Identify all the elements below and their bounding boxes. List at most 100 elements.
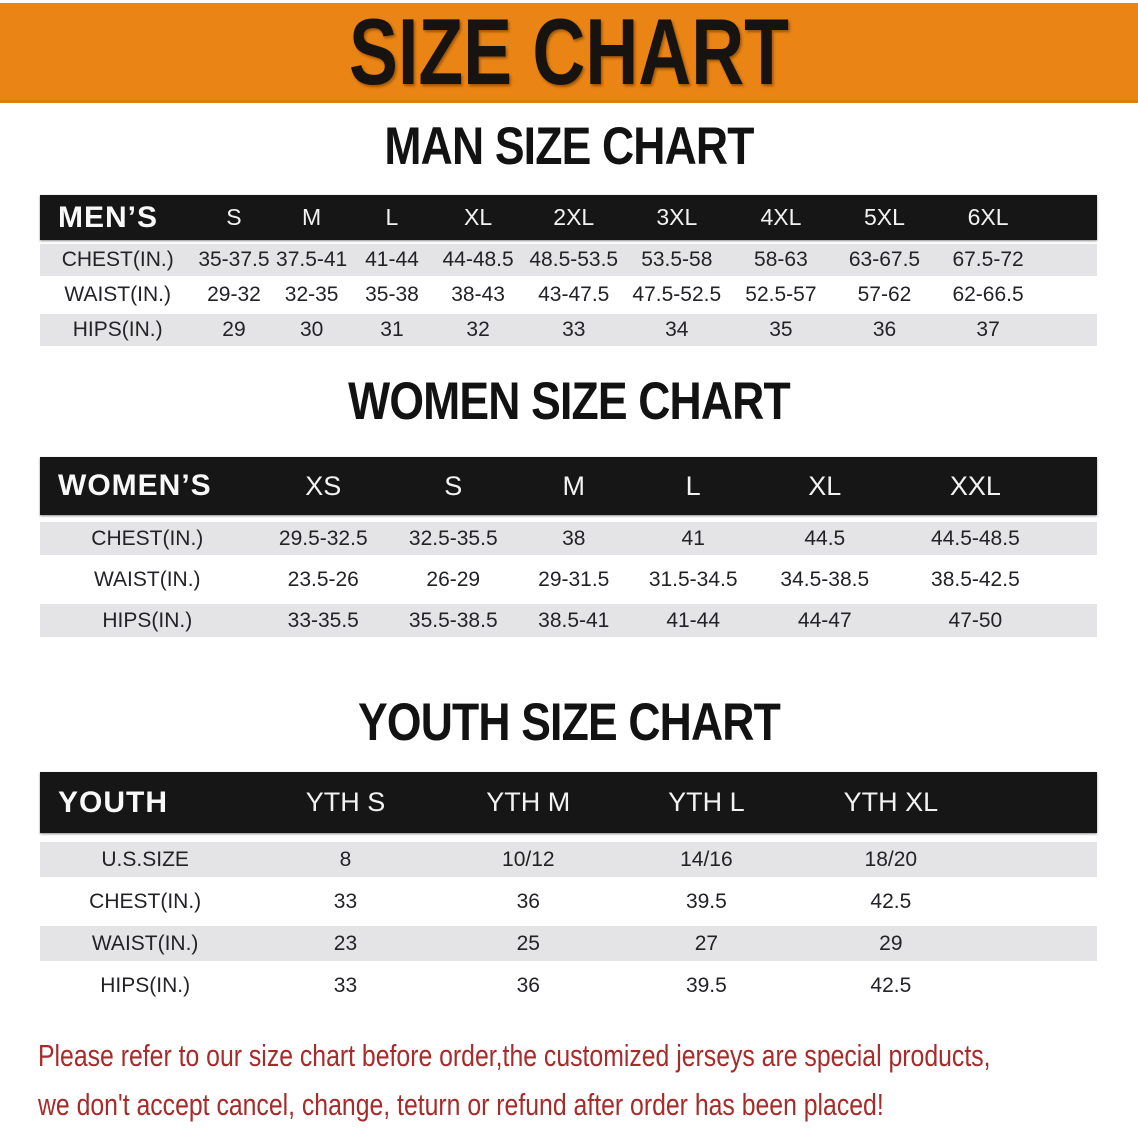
size-chart-banner: SIZE CHART (0, 3, 1138, 103)
value-cell: 33 (333, 973, 358, 997)
value-cell: 29-32 (207, 283, 261, 306)
value-cell: 36 (516, 973, 540, 997)
value-cell: 42.5 (870, 973, 912, 997)
value-cell: 32 (466, 318, 490, 341)
value-cell: 39.5 (685, 889, 727, 913)
value-cell: 33 (562, 318, 586, 341)
value-cell: 33-35.5 (287, 608, 359, 632)
men-column-header: 6XL (967, 204, 1009, 230)
value-cell: 67.5-72 (952, 248, 1024, 271)
women-column-header: M (562, 470, 586, 501)
value-cell: 44.5 (804, 526, 846, 550)
men-table-row: CHEST(IN.) 35-37.5 37.5-41 41-44 44-48.5 48.5… (40, 244, 1097, 276)
disclaimer-line-1: Please refer to our size chart before or… (38, 1038, 991, 1073)
women-column-header: S (444, 470, 463, 501)
women-column-header: XL (808, 470, 842, 501)
youth-column-header: YTH M (486, 787, 571, 817)
value-cell: 29 (222, 318, 246, 341)
men-table-row: WAIST(IN.) 29-32 32-35 35-38 38-43 43-47.5 47.… (40, 279, 1097, 311)
value-cell: 38 (562, 526, 586, 550)
value-cell: 35-38 (365, 283, 419, 306)
value-cell: 47-50 (948, 608, 1003, 632)
value-cell: 29-31.5 (538, 567, 610, 591)
value-cell: 18/20 (864, 847, 918, 871)
footer-disclaimer: Please refer to our size chart before or… (0, 1031, 1138, 1129)
women-size-table: WOMEN’S XS S M L XL XXL CHEST(IN.) 29.5-32.5 32.5… (40, 457, 1097, 637)
value-cell: 10/12 (502, 847, 555, 871)
youth-section-heading: YOUTH SIZE CHART (358, 693, 781, 752)
value-cell: 47.5-52.5 (632, 283, 722, 306)
value-cell: 23.5-26 (287, 567, 359, 591)
women-table-row: WAIST(IN.) 23.5-26 26-29 29-31.5 31.5-34.5 34… (40, 563, 1097, 596)
value-cell: 29 (879, 931, 903, 955)
men-column-header: 4XL (760, 204, 802, 230)
value-cell: 25 (516, 931, 540, 955)
row-label: CHEST(IN.) (61, 248, 174, 271)
value-cell: 63-67.5 (848, 248, 921, 271)
youth-table-row: WAIST(IN.) 23 25 27 29 (40, 926, 1097, 961)
value-cell: 43-47.5 (538, 283, 610, 306)
value-cell: 62-66.5 (952, 283, 1024, 306)
value-cell: 35.5-38.5 (408, 608, 498, 632)
women-column-header: L (685, 470, 701, 501)
value-cell: 32.5-35.5 (408, 526, 498, 550)
value-cell: 8 (339, 847, 352, 871)
value-cell: 52.5-57 (745, 283, 817, 306)
value-cell: 35 (769, 318, 793, 341)
men-column-header: 3XL (656, 204, 698, 230)
row-label: U.S.SIZE (101, 847, 189, 871)
value-cell: 26-29 (426, 567, 481, 591)
row-label: WAIST(IN.) (64, 283, 171, 306)
youth-table-row: U.S.SIZE 8 10/12 14/16 18/20 (40, 842, 1097, 877)
value-cell: 39.5 (685, 973, 727, 997)
value-cell: 29.5-32.5 (278, 526, 368, 550)
value-cell: 42.5 (870, 889, 912, 913)
women-table-header-row: WOMEN’S XS S M L XL XXL (40, 457, 1097, 515)
men-size-table: MEN’S S M L XL 2XL 3XL 4XL 5XL 6XL CHEST(IN.) 35-37… (40, 195, 1097, 346)
row-label: HIPS(IN.) (72, 318, 163, 341)
value-cell: 41-44 (365, 248, 419, 271)
section-women: WOMEN SIZE CHART WOMEN’S XS S M L XL XXL CHEST(I… (0, 372, 1138, 637)
row-label: HIPS(IN.) (102, 608, 193, 632)
row-label: HIPS(IN.) (100, 973, 191, 997)
value-cell: 37 (976, 318, 1000, 341)
row-label: CHEST(IN.) (91, 526, 204, 550)
row-label: WAIST(IN.) (94, 567, 201, 591)
value-cell: 34.5-38.5 (780, 567, 870, 591)
men-column-header: XL (464, 204, 493, 230)
value-cell: 37.5-41 (276, 248, 348, 271)
men-column-header: M (302, 204, 322, 230)
value-cell: 44-47 (797, 608, 852, 632)
value-cell: 41-44 (666, 608, 721, 632)
disclaimer-line-2: we don't accept cancel, change, teturn o… (38, 1087, 884, 1122)
youth-column-header: YTH XL (843, 787, 939, 817)
women-section-heading: WOMEN SIZE CHART (348, 372, 790, 431)
youth-table-title-cell: YOUTH (58, 785, 168, 819)
men-table-row: HIPS(IN.) 29 30 31 32 33 34 35 36 37 (40, 314, 1097, 346)
value-cell: 38.5-41 (538, 608, 610, 632)
row-label: CHEST(IN.) (89, 889, 202, 913)
value-cell: 36 (872, 318, 897, 341)
women-table-row: CHEST(IN.) 29.5-32.5 32.5-35.5 38 41 44.5 44.5… (40, 522, 1097, 555)
value-cell: 30 (299, 318, 324, 341)
youth-table-header-row: YOUTH YTH S YTH M YTH L YTH XL (40, 772, 1097, 833)
value-cell: 53.5-58 (641, 248, 713, 271)
value-cell: 57-62 (857, 283, 912, 306)
men-column-header: 2XL (553, 204, 595, 230)
youth-column-header: YTH S (305, 787, 386, 817)
value-cell: 44.5-48.5 (931, 526, 1020, 550)
women-column-header: XS (305, 470, 342, 501)
women-table-title-cell: WOMEN’S (58, 469, 212, 502)
men-column-header: 5XL (864, 204, 905, 230)
youth-table-row: HIPS(IN.) 33 36 39.5 42.5 (40, 968, 1097, 1003)
row-label: WAIST(IN.) (91, 931, 199, 955)
value-cell: 36 (516, 889, 540, 913)
value-cell: 38-43 (451, 283, 505, 306)
value-cell: 14/16 (680, 847, 733, 871)
men-table-header-row: MEN’S S M L XL 2XL 3XL 4XL 5XL 6XL (40, 195, 1097, 240)
youth-size-table: YOUTH YTH S YTH M YTH L YTH XL U.S.SIZE 8 10/12… (40, 772, 1097, 1003)
value-cell: 44-48.5 (442, 248, 514, 271)
value-cell: 48.5-53.5 (529, 248, 619, 271)
value-cell: 58-63 (754, 248, 808, 271)
men-column-header: L (385, 204, 399, 230)
